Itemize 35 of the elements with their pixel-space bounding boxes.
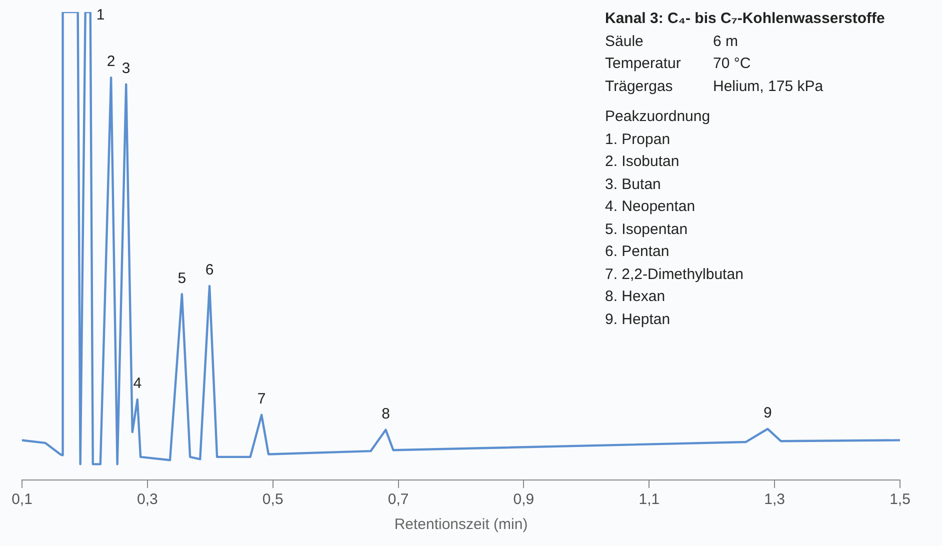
annotation: 5. Isopentan (605, 220, 689, 240)
annotation: Peakzuordnung (605, 107, 712, 127)
x-axis-title: Retentionszeit (min) (394, 516, 528, 534)
annotation: 1 (96, 6, 105, 24)
x-tick-label: 0,3 (137, 491, 158, 508)
annotation: 5 (178, 270, 186, 287)
annotation: 70 °C (713, 54, 751, 74)
annotation: 2. Isobutan (605, 152, 680, 172)
annotation: 7 (257, 390, 266, 408)
x-tick-label: 1,3 (764, 491, 785, 508)
annotation: 1. Propan (605, 130, 672, 150)
annotation: 6 (205, 262, 214, 279)
x-tick-label: 0,7 (388, 491, 409, 508)
x-tick-label: 0,1 (12, 491, 32, 508)
x-tick-label: 0,5 (262, 491, 284, 508)
annotation: 6 m (713, 32, 738, 52)
x-tick-label: 0,9 (513, 491, 534, 508)
annotation: 9 (764, 404, 772, 422)
annotation: 3. Butan (605, 174, 662, 194)
annotation: 3 (122, 60, 130, 77)
x-tick-label: 1,1 (638, 491, 660, 508)
x-tick-label: 1,5 (890, 491, 910, 508)
annotation: Temperatur (605, 54, 682, 74)
annotation: Helium, 175 kPa (713, 76, 824, 96)
annotation: 8 (382, 405, 390, 422)
annotation: Säule (605, 32, 644, 52)
annotation: Trägergas (605, 76, 674, 96)
chart-title: Kanal 3: C₄- bis C₇-Kohlenwasserstoffe (605, 9, 885, 29)
annotation: 4. Neopentan (605, 197, 696, 217)
annotation: 2 (106, 53, 116, 70)
annotation: 4 (133, 375, 142, 392)
annotation: 7. 2,2-Dimethylbutan (605, 264, 744, 284)
annotation: 8. Hexan (605, 287, 666, 307)
annotation: 6. Pentan (605, 242, 670, 262)
annotation: 9. Heptan (605, 310, 672, 330)
